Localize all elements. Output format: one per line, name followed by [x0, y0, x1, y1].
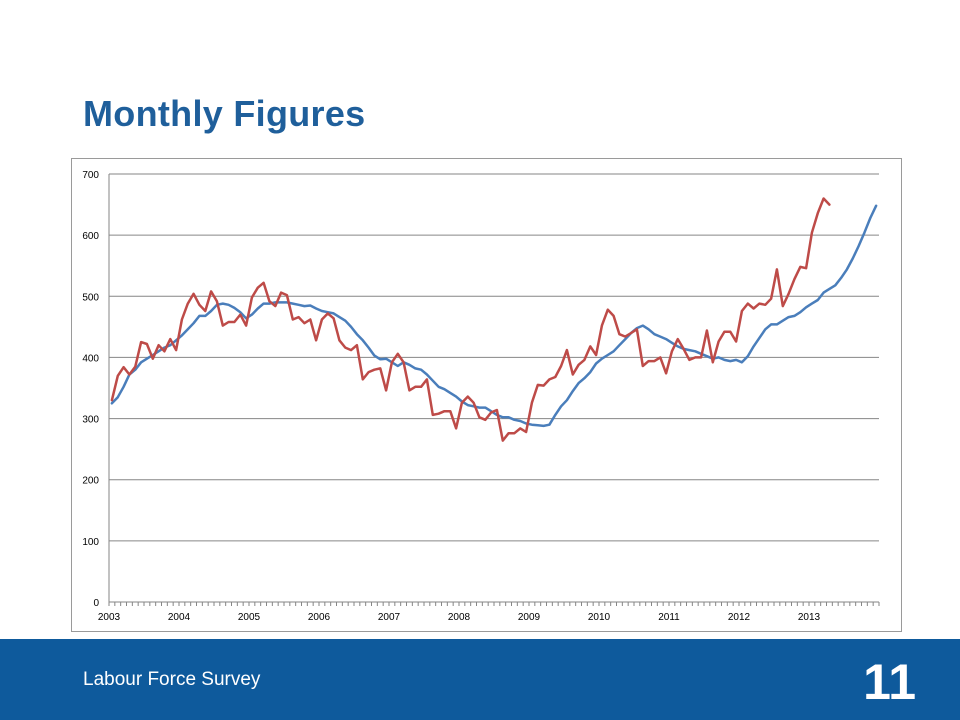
y-tick-label: 100: [82, 537, 99, 548]
x-tick-label: 2007: [378, 612, 401, 623]
series-line-red: [110, 197, 831, 442]
x-tick-label: 2013: [798, 612, 821, 623]
chart-frame: 0 100 200 300 400 500 600 700 2003 2004 2005 2006 20…: [71, 158, 902, 632]
y-tick-label: 200: [82, 476, 99, 487]
slide-title: Monthly Figures: [83, 93, 366, 134]
page-number: 11: [863, 654, 916, 710]
footer-bar: Labour Force Survey 11: [0, 639, 960, 720]
line-chart: 0 100 200 300 400 500 600 700 2003 2004 2005 2006 20…: [82, 170, 880, 623]
y-tick-label: 500: [82, 292, 99, 303]
y-tick-label: 400: [82, 353, 99, 364]
y-tick-label: 0: [93, 598, 99, 609]
x-tick-label: 2004: [168, 612, 191, 623]
y-tick-label: 600: [82, 231, 99, 242]
x-tick-label: 2008: [448, 612, 471, 623]
y-tick-label: 700: [82, 170, 99, 181]
y-tick-label: 300: [82, 415, 99, 426]
x-tick-label: 2005: [238, 612, 261, 623]
x-tick-label: 2009: [518, 612, 541, 623]
x-tick-label: 2012: [728, 612, 751, 623]
x-tick-label: 2003: [98, 612, 121, 623]
x-tick-label: 2006: [308, 612, 331, 623]
x-tick-label: 2010: [588, 612, 611, 623]
footer-label: Labour Force Survey: [83, 669, 261, 690]
x-tick-label: 2011: [658, 612, 680, 623]
series-line-blue: [110, 204, 878, 428]
